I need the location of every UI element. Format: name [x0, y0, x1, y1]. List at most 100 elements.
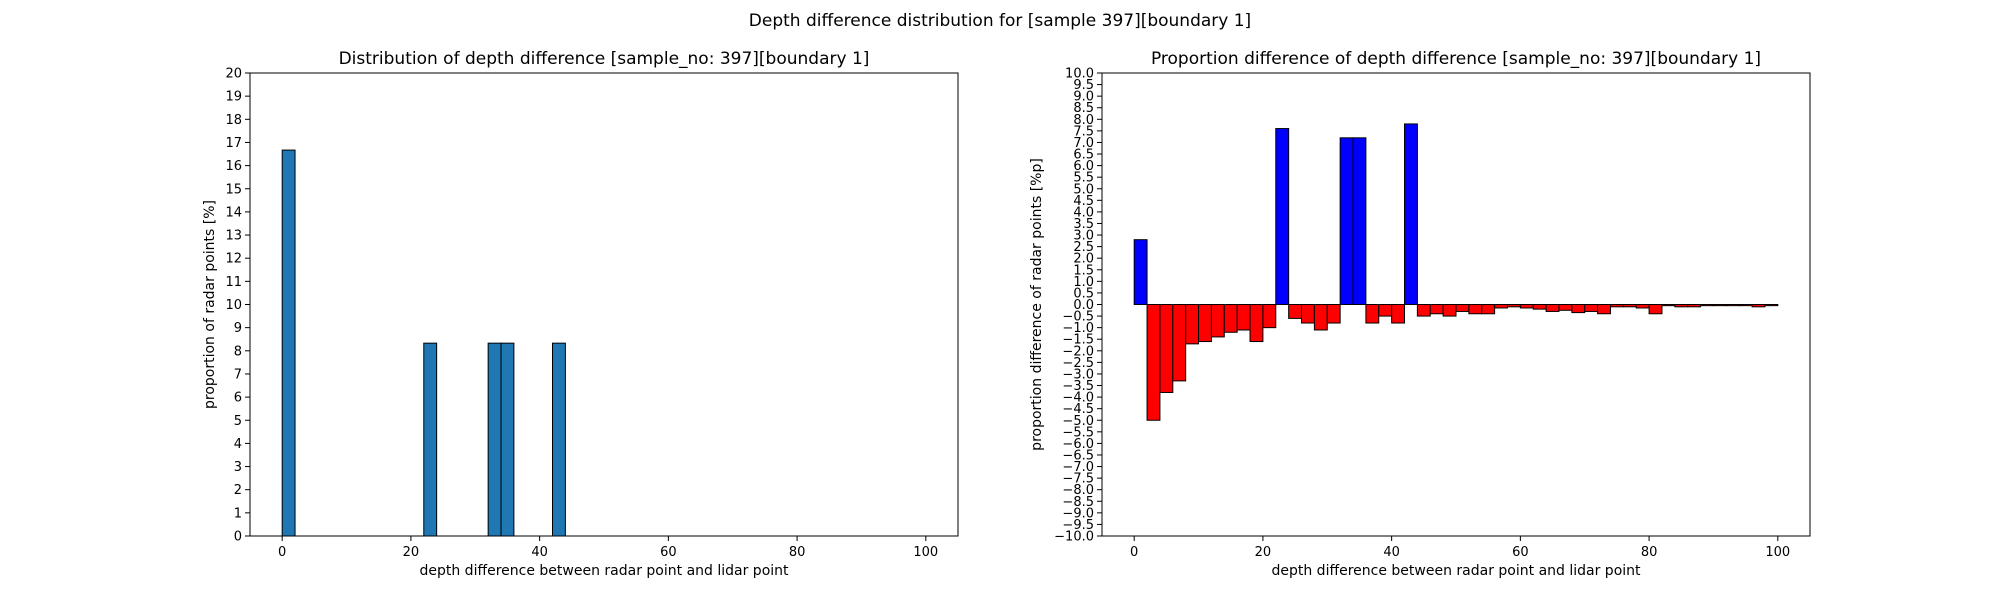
bar: [1262, 304, 1277, 329]
y-tick-label: 0.5: [1073, 286, 1094, 301]
bar: [1494, 304, 1508, 309]
bar: [1571, 304, 1586, 314]
proportion-difference-y-ticks: −10.0−9.5−9.0−8.5−8.0−7.5−7.0−6.5−6.0−5.…: [1054, 67, 1102, 545]
distribution-y-axis-label: proportion of radar points [%]: [202, 200, 218, 409]
bar: [1661, 304, 1676, 307]
bar: [1172, 304, 1187, 382]
bar: [423, 342, 438, 537]
bar: [1378, 304, 1393, 317]
y-tick-label: 6.0: [1073, 159, 1094, 174]
distribution-x-axis-label: depth difference between radar point and…: [419, 563, 789, 579]
bar: [1597, 304, 1611, 315]
x-tick-label: 80: [789, 545, 806, 560]
y-tick-label: 2.0: [1073, 252, 1094, 267]
bar: [1249, 304, 1264, 343]
bar: [1391, 304, 1406, 324]
distribution-x-ticks: 0 20 40 60 80 100: [278, 536, 938, 560]
bar: [1712, 304, 1727, 307]
bar: [1301, 304, 1315, 324]
y-tick-label: 20: [225, 67, 242, 82]
bar: [281, 149, 296, 537]
x-tick-label: 20: [1255, 545, 1272, 560]
bar: [1223, 304, 1238, 333]
bar: [1288, 304, 1303, 319]
y-tick-label: −6.0: [1062, 437, 1094, 452]
y-tick-label: 4: [234, 437, 242, 452]
bar: [1674, 304, 1689, 308]
y-tick-label: 19: [225, 90, 242, 105]
y-tick-label: 3.5: [1073, 217, 1094, 232]
bar: [1622, 304, 1637, 308]
y-tick-label: −6.5: [1062, 448, 1094, 463]
y-tick-label: −0.5: [1062, 310, 1094, 325]
bar: [552, 342, 566, 537]
y-tick-label: 17: [225, 136, 242, 151]
y-tick-label: 1: [234, 506, 242, 521]
y-tick-label: −7.0: [1062, 460, 1094, 475]
y-tick-label: 10: [225, 298, 242, 313]
bar: [1635, 304, 1650, 309]
bar: [1687, 304, 1702, 308]
proportion-difference-bars: [1133, 123, 1779, 421]
bar: [1236, 304, 1251, 331]
proportion-difference-y-axis-label: proportion difference of radar points [%…: [1029, 158, 1045, 451]
bar: [1545, 304, 1560, 312]
y-tick-label: −2.5: [1062, 356, 1094, 371]
y-tick-label: −9.0: [1062, 506, 1094, 521]
bar: [1584, 304, 1599, 312]
y-tick-label: 2.5: [1073, 240, 1094, 255]
x-tick-label: 0: [1130, 545, 1138, 560]
proportion-difference-chart-title: Proportion difference of depth differenc…: [1151, 49, 1761, 69]
bar: [1519, 304, 1534, 309]
bar: [1210, 304, 1225, 338]
bar: [1185, 304, 1200, 345]
bar: [1648, 304, 1663, 315]
bar: [1198, 304, 1212, 343]
bar: [1404, 123, 1418, 306]
y-tick-label: 9.0: [1073, 90, 1094, 105]
y-tick-label: −3.0: [1062, 367, 1094, 382]
y-tick-label: 0.0: [1073, 298, 1094, 313]
x-tick-label: 40: [531, 545, 548, 560]
bar: [1159, 304, 1174, 393]
proportion-difference-x-axis-label: depth difference between radar point and…: [1271, 563, 1641, 579]
x-tick-label: 60: [660, 545, 677, 560]
y-tick-label: 14: [225, 205, 242, 220]
y-tick-label: −1.0: [1062, 321, 1094, 336]
y-tick-label: 2: [234, 483, 242, 498]
x-tick-label: 20: [403, 545, 420, 560]
y-tick-label: 1.5: [1073, 263, 1094, 278]
y-tick-label: 0: [234, 530, 242, 545]
y-tick-label: 8.5: [1073, 101, 1094, 116]
y-tick-label: 7: [234, 367, 242, 382]
y-tick-label: 7.0: [1073, 136, 1094, 151]
y-tick-label: 18: [225, 113, 242, 128]
x-tick-label: 0: [278, 545, 286, 560]
bar: [1429, 304, 1444, 315]
y-tick-label: 7.5: [1073, 124, 1094, 139]
bar: [1481, 304, 1496, 315]
y-tick-label: −5.5: [1062, 425, 1094, 440]
bar: [1275, 128, 1290, 305]
y-tick-label: 1.0: [1073, 275, 1094, 290]
y-tick-label: −9.5: [1062, 518, 1094, 533]
bar: [1700, 304, 1714, 307]
bar: [1609, 304, 1624, 308]
bar: [1455, 304, 1470, 312]
proportion-difference-chart: Proportion difference of depth differenc…: [1029, 49, 1811, 579]
x-tick-label: 40: [1383, 545, 1400, 560]
bar: [1352, 137, 1367, 305]
bar: [487, 342, 502, 537]
distribution-bars: [281, 149, 566, 537]
y-tick-label: 5.0: [1073, 182, 1094, 197]
y-tick-label: 16: [225, 159, 242, 174]
y-tick-label: −10.0: [1054, 530, 1094, 545]
bar: [1416, 304, 1431, 317]
y-tick-label: 8.0: [1073, 113, 1094, 128]
bar: [1326, 304, 1341, 324]
bar: [1558, 304, 1573, 311]
bar: [1532, 304, 1547, 310]
